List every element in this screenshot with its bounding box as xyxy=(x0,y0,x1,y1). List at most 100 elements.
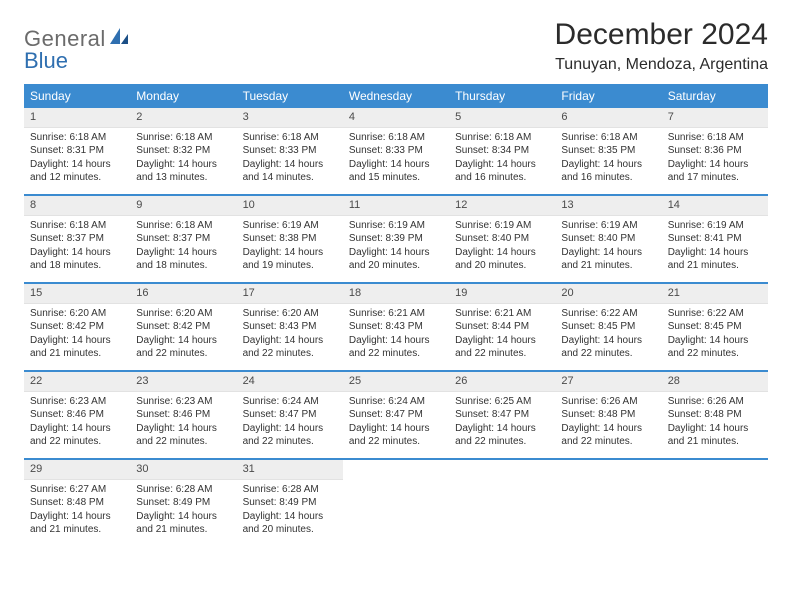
day-cell: 31Sunrise: 6:28 AMSunset: 8:49 PMDayligh… xyxy=(237,460,343,546)
daylight-line: Daylight: 14 hours and 12 minutes. xyxy=(30,158,124,185)
sunset-line: Sunset: 8:48 PM xyxy=(30,496,124,510)
sunrise-line: Sunrise: 6:19 AM xyxy=(243,219,337,233)
day-body: Sunrise: 6:20 AMSunset: 8:42 PMDaylight:… xyxy=(130,304,236,367)
day-body: Sunrise: 6:24 AMSunset: 8:47 PMDaylight:… xyxy=(343,392,449,455)
week-row: 29Sunrise: 6:27 AMSunset: 8:48 PMDayligh… xyxy=(24,460,768,546)
sunrise-line: Sunrise: 6:25 AM xyxy=(455,395,549,409)
sunset-line: Sunset: 8:42 PM xyxy=(136,320,230,334)
daylight-line: Daylight: 14 hours and 22 minutes. xyxy=(243,422,337,449)
day-cell xyxy=(449,460,555,546)
daylight-line: Daylight: 14 hours and 16 minutes. xyxy=(455,158,549,185)
sunset-line: Sunset: 8:43 PM xyxy=(349,320,443,334)
daylight-line: Daylight: 14 hours and 22 minutes. xyxy=(349,422,443,449)
day-body: Sunrise: 6:19 AMSunset: 8:40 PMDaylight:… xyxy=(555,216,661,279)
sunrise-line: Sunrise: 6:24 AM xyxy=(349,395,443,409)
day-cell xyxy=(662,460,768,546)
dayhead-mon: Monday xyxy=(130,84,236,108)
sunrise-line: Sunrise: 6:18 AM xyxy=(243,131,337,145)
daylight-line: Daylight: 14 hours and 21 minutes. xyxy=(561,246,655,273)
sunset-line: Sunset: 8:31 PM xyxy=(30,144,124,158)
daylight-line: Daylight: 14 hours and 21 minutes. xyxy=(136,510,230,537)
sunrise-line: Sunrise: 6:26 AM xyxy=(561,395,655,409)
dayhead-sat: Saturday xyxy=(662,84,768,108)
day-body: Sunrise: 6:24 AMSunset: 8:47 PMDaylight:… xyxy=(237,392,343,455)
day-body: Sunrise: 6:19 AMSunset: 8:41 PMDaylight:… xyxy=(662,216,768,279)
sunset-line: Sunset: 8:47 PM xyxy=(455,408,549,422)
sunset-line: Sunset: 8:42 PM xyxy=(30,320,124,334)
sunrise-line: Sunrise: 6:18 AM xyxy=(30,131,124,145)
sunset-line: Sunset: 8:40 PM xyxy=(561,232,655,246)
daylight-line: Daylight: 14 hours and 22 minutes. xyxy=(136,422,230,449)
day-body: Sunrise: 6:19 AMSunset: 8:38 PMDaylight:… xyxy=(237,216,343,279)
day-number: 20 xyxy=(555,284,661,304)
sunrise-line: Sunrise: 6:19 AM xyxy=(349,219,443,233)
daylight-line: Daylight: 14 hours and 14 minutes. xyxy=(243,158,337,185)
day-cell: 10Sunrise: 6:19 AMSunset: 8:38 PMDayligh… xyxy=(237,196,343,282)
day-cell: 24Sunrise: 6:24 AMSunset: 8:47 PMDayligh… xyxy=(237,372,343,458)
sunset-line: Sunset: 8:34 PM xyxy=(455,144,549,158)
header: General December 2024 Tunuyan, Mendoza, … xyxy=(24,18,768,74)
day-body: Sunrise: 6:18 AMSunset: 8:35 PMDaylight:… xyxy=(555,128,661,191)
week-row: 8Sunrise: 6:18 AMSunset: 8:37 PMDaylight… xyxy=(24,196,768,284)
sunset-line: Sunset: 8:46 PM xyxy=(30,408,124,422)
day-body: Sunrise: 6:19 AMSunset: 8:40 PMDaylight:… xyxy=(449,216,555,279)
logo-sail-icon xyxy=(108,26,130,46)
sunset-line: Sunset: 8:38 PM xyxy=(243,232,337,246)
sunset-line: Sunset: 8:47 PM xyxy=(243,408,337,422)
sunset-line: Sunset: 8:39 PM xyxy=(349,232,443,246)
weeks-container: 1Sunrise: 6:18 AMSunset: 8:31 PMDaylight… xyxy=(24,108,768,546)
sunrise-line: Sunrise: 6:26 AM xyxy=(668,395,762,409)
sunset-line: Sunset: 8:45 PM xyxy=(668,320,762,334)
logo-text-2: Blue xyxy=(24,48,68,74)
day-cell: 28Sunrise: 6:26 AMSunset: 8:48 PMDayligh… xyxy=(662,372,768,458)
day-number: 4 xyxy=(343,108,449,128)
day-number: 5 xyxy=(449,108,555,128)
day-cell: 22Sunrise: 6:23 AMSunset: 8:46 PMDayligh… xyxy=(24,372,130,458)
sunrise-line: Sunrise: 6:21 AM xyxy=(455,307,549,321)
day-body: Sunrise: 6:18 AMSunset: 8:31 PMDaylight:… xyxy=(24,128,130,191)
dayhead-tue: Tuesday xyxy=(237,84,343,108)
daylight-line: Daylight: 14 hours and 18 minutes. xyxy=(136,246,230,273)
daylight-line: Daylight: 14 hours and 22 minutes. xyxy=(455,334,549,361)
day-body: Sunrise: 6:21 AMSunset: 8:43 PMDaylight:… xyxy=(343,304,449,367)
logo: General xyxy=(24,18,130,52)
sunrise-line: Sunrise: 6:23 AM xyxy=(136,395,230,409)
sunset-line: Sunset: 8:40 PM xyxy=(455,232,549,246)
day-body: Sunrise: 6:23 AMSunset: 8:46 PMDaylight:… xyxy=(130,392,236,455)
sunset-line: Sunset: 8:43 PM xyxy=(243,320,337,334)
day-number: 18 xyxy=(343,284,449,304)
day-body: Sunrise: 6:22 AMSunset: 8:45 PMDaylight:… xyxy=(555,304,661,367)
sunrise-line: Sunrise: 6:27 AM xyxy=(30,483,124,497)
sunset-line: Sunset: 8:48 PM xyxy=(668,408,762,422)
sunset-line: Sunset: 8:37 PM xyxy=(136,232,230,246)
day-body: Sunrise: 6:22 AMSunset: 8:45 PMDaylight:… xyxy=(662,304,768,367)
day-number: 27 xyxy=(555,372,661,392)
daylight-line: Daylight: 14 hours and 22 minutes. xyxy=(668,334,762,361)
day-cell: 29Sunrise: 6:27 AMSunset: 8:48 PMDayligh… xyxy=(24,460,130,546)
day-number: 11 xyxy=(343,196,449,216)
calendar: Sunday Monday Tuesday Wednesday Thursday… xyxy=(24,84,768,546)
day-number: 9 xyxy=(130,196,236,216)
sunset-line: Sunset: 8:35 PM xyxy=(561,144,655,158)
sunset-line: Sunset: 8:33 PM xyxy=(349,144,443,158)
day-cell: 1Sunrise: 6:18 AMSunset: 8:31 PMDaylight… xyxy=(24,108,130,194)
day-cell: 20Sunrise: 6:22 AMSunset: 8:45 PMDayligh… xyxy=(555,284,661,370)
day-number: 24 xyxy=(237,372,343,392)
day-cell: 19Sunrise: 6:21 AMSunset: 8:44 PMDayligh… xyxy=(449,284,555,370)
dayhead-wed: Wednesday xyxy=(343,84,449,108)
day-cell: 27Sunrise: 6:26 AMSunset: 8:48 PMDayligh… xyxy=(555,372,661,458)
sunrise-line: Sunrise: 6:18 AM xyxy=(455,131,549,145)
sunrise-line: Sunrise: 6:19 AM xyxy=(455,219,549,233)
day-cell: 23Sunrise: 6:23 AMSunset: 8:46 PMDayligh… xyxy=(130,372,236,458)
day-number: 15 xyxy=(24,284,130,304)
daylight-line: Daylight: 14 hours and 21 minutes. xyxy=(30,510,124,537)
day-number: 21 xyxy=(662,284,768,304)
day-number: 19 xyxy=(449,284,555,304)
sunset-line: Sunset: 8:47 PM xyxy=(349,408,443,422)
day-body: Sunrise: 6:27 AMSunset: 8:48 PMDaylight:… xyxy=(24,480,130,543)
sunrise-line: Sunrise: 6:19 AM xyxy=(561,219,655,233)
day-number: 25 xyxy=(343,372,449,392)
sunrise-line: Sunrise: 6:18 AM xyxy=(561,131,655,145)
sunset-line: Sunset: 8:48 PM xyxy=(561,408,655,422)
daylight-line: Daylight: 14 hours and 21 minutes. xyxy=(668,422,762,449)
